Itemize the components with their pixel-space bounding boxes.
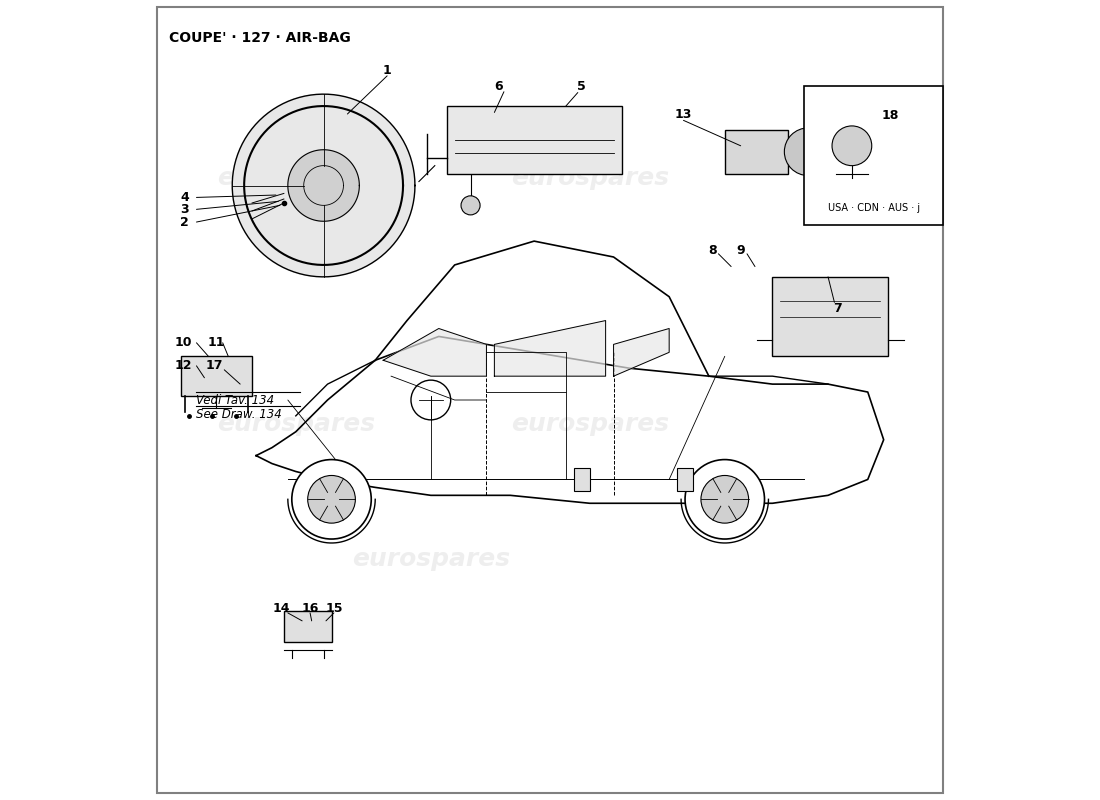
Text: USA · CDN · AUS · j: USA · CDN · AUS · j <box>827 203 920 214</box>
Circle shape <box>685 459 764 539</box>
Text: 12: 12 <box>174 359 191 372</box>
Text: 8: 8 <box>708 244 717 257</box>
Polygon shape <box>288 150 360 222</box>
Bar <box>180 356 252 396</box>
Text: 16: 16 <box>301 602 319 615</box>
Bar <box>574 467 590 491</box>
Text: eurospares: eurospares <box>510 166 669 190</box>
Text: 18: 18 <box>881 109 899 122</box>
Text: 15: 15 <box>326 602 343 615</box>
Circle shape <box>701 475 749 523</box>
Text: 11: 11 <box>208 336 226 350</box>
Text: 4: 4 <box>180 191 189 204</box>
Bar <box>447 106 622 174</box>
Text: 13: 13 <box>674 107 692 121</box>
Text: eurospares: eurospares <box>217 412 375 436</box>
Text: 7: 7 <box>833 302 842 315</box>
Text: 6: 6 <box>494 80 503 93</box>
Bar <box>284 610 331 642</box>
Text: 5: 5 <box>578 80 586 93</box>
Text: 9: 9 <box>736 244 745 257</box>
Circle shape <box>308 475 355 523</box>
Text: eurospares: eurospares <box>510 412 669 436</box>
Text: 14: 14 <box>273 602 290 615</box>
Text: eurospares: eurospares <box>352 547 510 571</box>
Circle shape <box>784 128 832 175</box>
Text: 10: 10 <box>174 336 191 350</box>
Bar <box>725 130 789 174</box>
Polygon shape <box>494 321 606 376</box>
Bar <box>772 277 888 356</box>
Text: eurospares: eurospares <box>217 166 375 190</box>
Text: COUPE' · 127 · AIR-BAG: COUPE' · 127 · AIR-BAG <box>168 30 351 45</box>
Circle shape <box>832 126 871 166</box>
Bar <box>678 467 693 491</box>
Polygon shape <box>232 94 415 277</box>
Text: 1: 1 <box>383 64 392 77</box>
Text: 3: 3 <box>180 203 189 216</box>
FancyBboxPatch shape <box>804 86 944 226</box>
Text: See Draw. 134: See Draw. 134 <box>197 408 283 421</box>
Circle shape <box>461 196 480 215</box>
Circle shape <box>292 459 372 539</box>
Text: 2: 2 <box>180 215 189 229</box>
Text: 17: 17 <box>206 359 223 372</box>
Text: Vedi Tav. 134: Vedi Tav. 134 <box>197 394 275 407</box>
Polygon shape <box>614 329 669 376</box>
Polygon shape <box>383 329 486 376</box>
